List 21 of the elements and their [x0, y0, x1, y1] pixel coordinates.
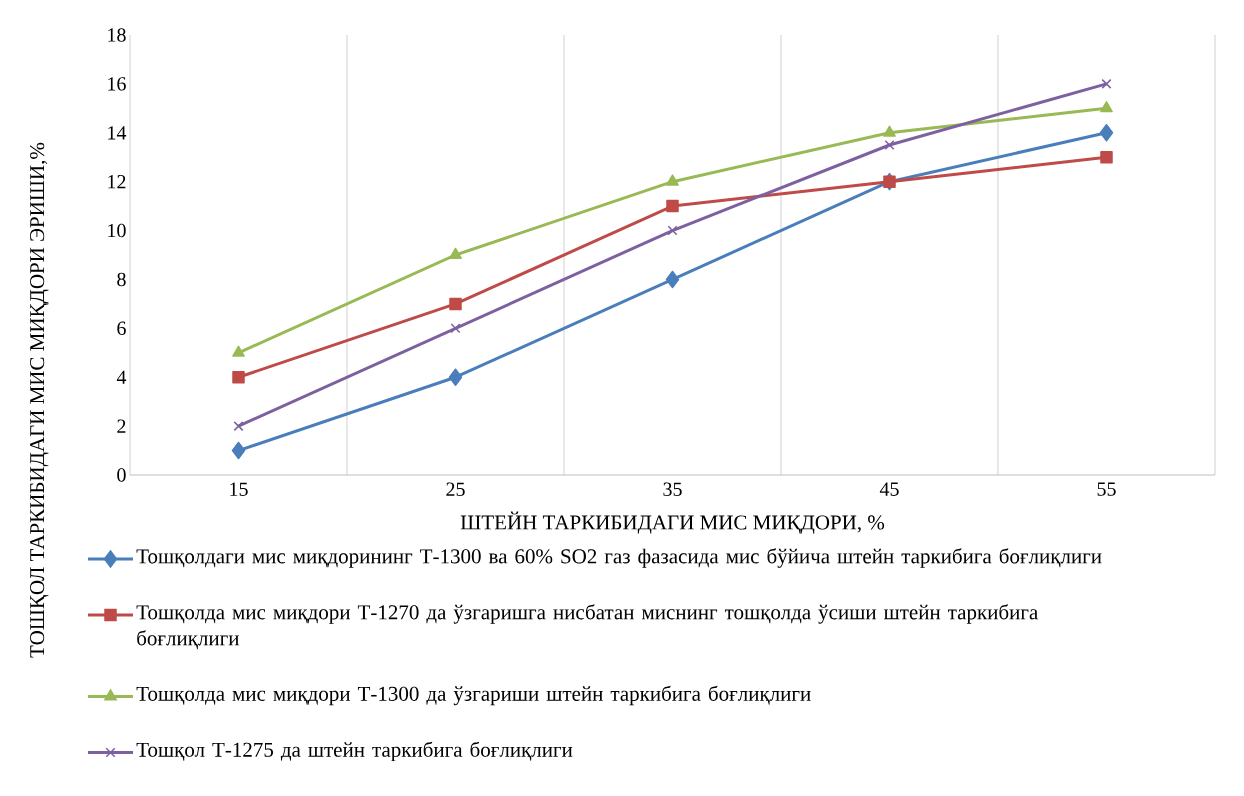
x-tick-label: 35: [663, 482, 682, 496]
x-axis-title: ШТЕЙН ТАРКИБИДАГИ МИС МИҚДОРИ, %: [460, 511, 885, 534]
y-tick-label: 0: [117, 468, 126, 482]
y-tick-label: 10: [108, 223, 126, 238]
x-tick-label: 25: [446, 482, 465, 496]
y-tick-label: 14: [108, 126, 127, 140]
legend-label: Тошқолда мис миқдори Т-1300 да ўзгариши штейн таркибига боғлиқлиги: [136, 685, 811, 706]
y-tick-label: 16: [108, 77, 126, 91]
y-tick-label: 18: [108, 28, 126, 42]
legend-label: Тошқолда мис миқдори Т-1270 да ўзгаришга нисбатан миснинг тошқолда ўсиши штейн таркибига боғлиқлиги: [136, 604, 1038, 650]
x-tick-label: 15: [230, 482, 248, 496]
y-tick-label: 2: [117, 419, 126, 433]
y-tick-label: 8: [117, 272, 126, 287]
x-tick-label: 45: [879, 482, 899, 496]
y-axis-title: ТОШҚОЛ ТАРКИБИДАГИ МИС МИҚДОРИ ЭРИШИ,%: [30, 142, 49, 658]
x-tick-label: 55: [1097, 482, 1116, 496]
legend-label: Тошқолдаги мис миқдорининг Т-1300 ва 60% SO2 газ фазасида мис бўйича штейн таркибига боғлиқлиги: [136, 548, 1102, 568]
y-tick-label: 4: [116, 370, 127, 384]
y-tick-label: 12: [108, 175, 126, 189]
y-tick-label: 6: [117, 321, 126, 336]
legend-label: Тошқол Т-1275 да штейн таркибига боғлиқлиги: [136, 741, 573, 762]
